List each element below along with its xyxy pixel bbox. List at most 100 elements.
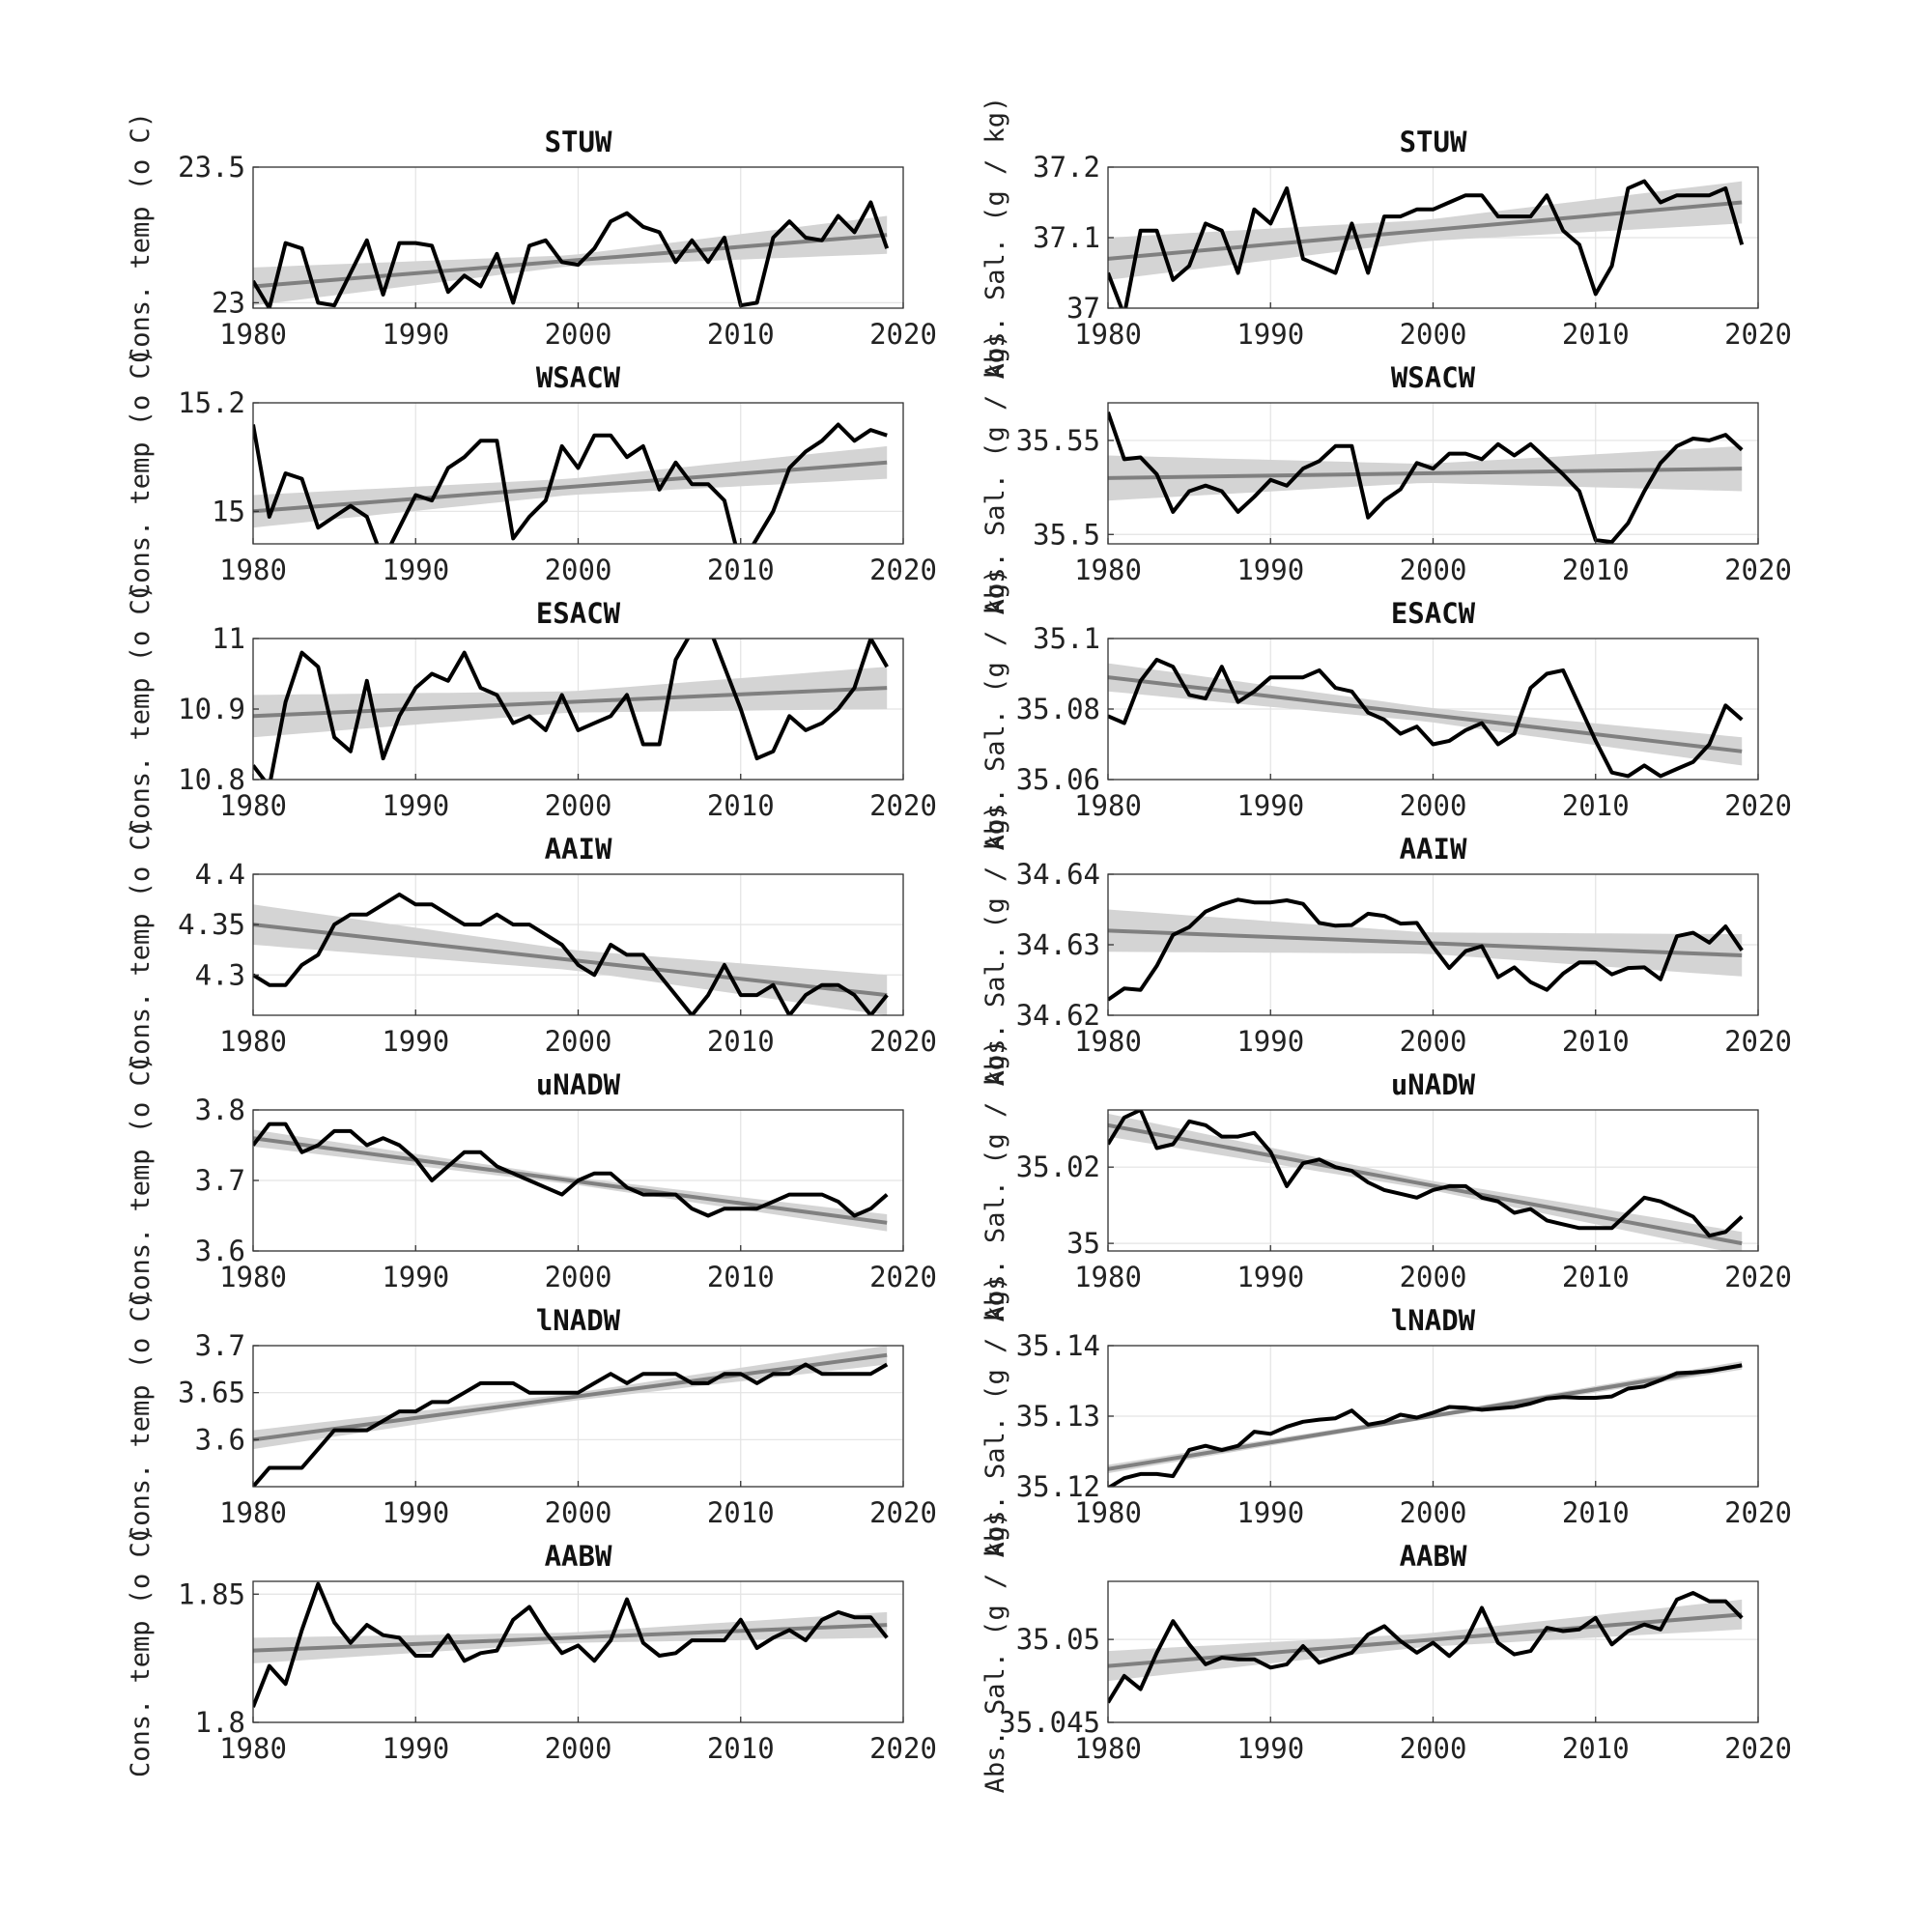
subplot-title: AAIW [545, 833, 612, 866]
x-tick-label: 2000 [1400, 789, 1467, 822]
y-axis-label: Cons. temp (o C) [126, 583, 156, 835]
y-tick-label: 35.045 [999, 1706, 1100, 1739]
y-tick-label: 1.85 [178, 1577, 245, 1610]
y-tick-label: 3.65 [178, 1377, 245, 1409]
y-tick-label: 35.5 [1033, 518, 1100, 551]
subplot-sal-lnadw: 1980 1990 2000 2010 2020 35.12 35.13 35.14 lNADW… [980, 1275, 1792, 1558]
x-tick-label: 2020 [1724, 1025, 1792, 1058]
y-tick-label: 4.3 [195, 958, 245, 991]
subplot-temp-wsacw: 1980 1990 2000 2010 2020 15 15.2 WSACW Cons. tem… [126, 348, 937, 599]
x-tick-label: 1990 [382, 1025, 449, 1058]
x-tick-label: 1980 [219, 1496, 287, 1529]
x-tick-label: 1990 [382, 789, 449, 822]
subplot-sal-unadw: 1980 1990 2000 2010 2020 35 35.02 uNADW Abs. Sal… [980, 1039, 1792, 1322]
x-tick-label: 2020 [1724, 318, 1792, 351]
subplot-title: WSACW [536, 361, 621, 394]
x-tick-label: 2010 [1562, 1496, 1630, 1529]
subplot-title: WSACW [1391, 361, 1476, 394]
x-tick-label: 1990 [382, 1496, 449, 1529]
x-tick-label: 2010 [707, 1025, 775, 1058]
x-tick-label: 1990 [1236, 1261, 1304, 1293]
y-tick-label: 35.05 [1016, 1623, 1100, 1656]
x-tick-label: 1980 [1074, 318, 1142, 351]
trend-line [253, 1352, 888, 1442]
trend-line [1108, 200, 1743, 261]
y-tick-label: 1.8 [195, 1706, 245, 1739]
y-tick-label: 4.35 [178, 908, 245, 941]
x-tick-label: 2010 [1562, 1732, 1630, 1765]
x-tick-label: 2010 [707, 789, 775, 822]
trend-line [1108, 1363, 1743, 1471]
subplot-temp-esacw: 1980 1990 2000 2010 2020 10.8 10.9 11 ESACW Cons.… [126, 583, 937, 835]
series-line [253, 892, 889, 1015]
y-axis-label: Abs. Sal. (g / kg) [980, 1511, 1010, 1794]
x-tick-label: 2020 [869, 1496, 937, 1529]
y-tick-label: 35.13 [1016, 1400, 1100, 1433]
series-line [253, 200, 890, 308]
x-tick-label: 2000 [1400, 318, 1467, 351]
y-axis-label: Cons. temp (o C) [126, 1526, 156, 1777]
series-line [1108, 1110, 1744, 1238]
y-axis-label: Abs. Sal. (g / kg) [980, 804, 1010, 1087]
x-tick-label: 1980 [219, 318, 287, 351]
x-tick-label: 2020 [869, 1261, 937, 1293]
x-tick-label: 1980 [1074, 1261, 1142, 1293]
x-tick-label: 2000 [1400, 1261, 1467, 1293]
subplot-sal-stuw: 1980 1990 2000 2010 2020 37 37.1 37.2 STUW Abs. S… [980, 97, 1792, 380]
y-tick-label: 11 [212, 622, 245, 655]
subplot-title: STUW [545, 126, 612, 158]
y-tick-label: 34.63 [1016, 928, 1100, 961]
y-tick-label: 10.9 [178, 693, 245, 725]
x-tick-label: 2000 [1400, 554, 1467, 586]
subplot-sal-aabw: 1980 1990 2000 2010 2020 35.045 35.05 AABW Abs. … [980, 1511, 1792, 1794]
x-tick-label: 2000 [545, 1025, 612, 1058]
y-tick-label: 37 [1066, 292, 1100, 325]
x-tick-label: 2010 [1562, 318, 1630, 351]
x-tick-label: 2010 [707, 1496, 775, 1529]
y-tick-label: 35.12 [1016, 1470, 1100, 1503]
x-tick-label: 2000 [545, 554, 612, 586]
y-tick-label: 35.1 [1033, 622, 1100, 655]
x-tick-label: 1980 [219, 554, 287, 586]
series-line [253, 1362, 889, 1487]
trend-line [1108, 1122, 1743, 1246]
subplot-title: ESACW [1391, 597, 1476, 630]
y-tick-label: 4.4 [195, 858, 245, 891]
x-tick-label: 2010 [1562, 789, 1630, 822]
y-tick-label: 35.55 [1016, 424, 1100, 457]
subplot-title: STUW [1400, 126, 1467, 158]
subplot-title: uNADW [536, 1068, 621, 1101]
trend-line [1108, 1612, 1743, 1668]
series-line [253, 1122, 889, 1218]
y-axis-label: Abs. Sal. (g / kg) [980, 568, 1010, 851]
subplot-temp-unadw: 1980 1990 2000 2010 2020 3.6 3.7 3.8 uNADW Cons. … [126, 1055, 937, 1306]
series-line [253, 422, 888, 544]
y-tick-label: 23 [212, 286, 245, 319]
y-tick-label: 37.1 [1033, 221, 1100, 254]
x-tick-label: 2000 [1400, 1496, 1467, 1529]
x-tick-label: 2000 [545, 1261, 612, 1293]
y-axis-label: Abs. Sal. (g / kg) [980, 97, 1010, 380]
x-tick-label: 2010 [1562, 1025, 1630, 1058]
trend-line [1108, 467, 1743, 480]
x-tick-label: 2020 [869, 789, 937, 822]
subplot-sal-aaiw: 1980 1990 2000 2010 2020 34.62 34.63 34.64 AAIW A… [980, 804, 1792, 1087]
series-line [1108, 179, 1745, 308]
x-tick-label: 1990 [382, 1732, 449, 1765]
x-tick-label: 1990 [1236, 318, 1304, 351]
y-tick-label: 10.8 [178, 763, 245, 796]
x-tick-label: 2000 [545, 318, 612, 351]
y-tick-label: 35 [1066, 1227, 1100, 1260]
trend-line [253, 233, 888, 289]
x-tick-label: 2020 [1724, 1261, 1792, 1293]
subplot-title: AABW [1400, 1540, 1467, 1573]
x-tick-label: 2020 [1724, 1496, 1792, 1529]
x-tick-label: 2010 [707, 554, 775, 586]
subplot-temp-aaiw: 1980 1990 2000 2010 2020 4.3 4.35 4.4 AAIW Cons. … [126, 819, 937, 1070]
x-tick-label: 1990 [382, 1261, 449, 1293]
y-tick-label: 37.2 [1033, 151, 1100, 184]
x-tick-label: 2020 [869, 554, 937, 586]
x-tick-label: 1990 [1236, 1025, 1304, 1058]
subplot-title: AAIW [1400, 833, 1467, 866]
